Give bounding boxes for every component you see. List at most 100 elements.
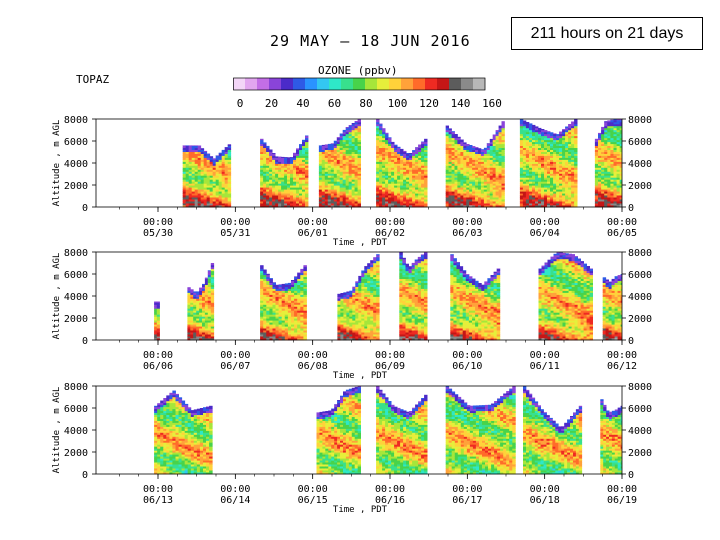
curtain-cell xyxy=(191,171,196,174)
curtain-cell xyxy=(182,175,187,178)
curtain-cell xyxy=(224,175,229,178)
curtain-cell xyxy=(391,169,395,172)
curtain-cell xyxy=(379,137,383,141)
curtain-cell xyxy=(303,265,307,268)
curtain-cell xyxy=(336,169,341,172)
curtain-cell xyxy=(321,159,326,162)
curtain-cell xyxy=(448,169,452,172)
curtain-cell xyxy=(221,189,226,192)
curtain-cell xyxy=(448,161,452,164)
curtain-cell xyxy=(224,161,229,164)
curtain-cell xyxy=(296,167,300,170)
curtain-cell xyxy=(318,147,323,150)
curtain-cell xyxy=(227,165,232,168)
curtain-cell xyxy=(293,183,297,186)
curtain-cell xyxy=(318,199,323,202)
curtain-cell xyxy=(339,171,344,174)
curtain-cell xyxy=(318,165,323,168)
curtain-cell xyxy=(302,159,306,162)
curtain-cell xyxy=(327,193,332,196)
curtain-cell xyxy=(354,127,358,131)
curtain-cell xyxy=(194,181,199,184)
curtain-cell xyxy=(342,187,347,190)
curtain-cell xyxy=(263,193,267,196)
curtain-cell xyxy=(330,151,335,154)
curtain-cell xyxy=(391,183,395,186)
curtain-cell xyxy=(321,201,326,204)
curtain-cell xyxy=(327,197,332,200)
curtain-cell xyxy=(357,191,361,194)
curtain-cell xyxy=(215,181,220,184)
curtain-cell xyxy=(466,144,470,147)
curtain-cell xyxy=(281,171,285,174)
curtain-cell xyxy=(333,203,338,206)
curtain-cell xyxy=(197,171,202,174)
curtain-cell xyxy=(272,181,276,184)
curtain-cell xyxy=(185,181,190,184)
curtain-cell xyxy=(212,181,217,184)
curtain-cell xyxy=(451,193,455,196)
curtain-cell xyxy=(397,185,401,188)
curtain-cell xyxy=(348,145,353,148)
curtain-cell xyxy=(351,129,356,133)
curtain-cell xyxy=(305,175,309,178)
curtain-cell xyxy=(302,167,306,170)
curtain-cell xyxy=(287,203,291,206)
curtain-cell xyxy=(544,130,548,133)
curtain-cell xyxy=(421,189,425,192)
curtain-cell xyxy=(333,141,338,145)
curtain-cell xyxy=(287,173,291,176)
curtain-cell xyxy=(206,165,211,168)
curtain-cell xyxy=(448,149,452,152)
curtain-cell xyxy=(266,179,270,182)
curtain-cell xyxy=(376,193,380,196)
curtain-cell xyxy=(194,153,199,156)
curtain-cell xyxy=(336,137,341,139)
curtain-cell xyxy=(215,171,220,174)
curtain-cell xyxy=(287,181,291,184)
curtain-cell xyxy=(385,165,389,168)
curtain-cell xyxy=(194,187,199,190)
curtain-cell xyxy=(278,163,282,166)
curtain-cell xyxy=(321,195,326,198)
curtain-cell xyxy=(278,284,283,287)
curtain-cell xyxy=(227,171,232,174)
curtain-cell xyxy=(200,153,205,156)
curtain-cell xyxy=(212,205,217,208)
curtain-cell xyxy=(345,203,350,206)
curtain-cell xyxy=(339,165,344,168)
curtain-cell xyxy=(445,205,449,208)
curtain-cell xyxy=(188,167,193,170)
curtain-cell xyxy=(351,163,356,166)
curtain-cell xyxy=(339,191,344,194)
curtain-cell xyxy=(385,201,389,204)
curtain-cell xyxy=(415,161,419,164)
curtain-cell xyxy=(275,284,279,287)
curtain-cell xyxy=(424,197,428,200)
curtain-cell xyxy=(185,165,190,168)
curtain-cell xyxy=(194,199,199,202)
curtain-cell xyxy=(342,181,347,184)
curtain-cell xyxy=(385,171,389,174)
curtain-cell xyxy=(333,205,338,208)
curtain-cell xyxy=(451,201,455,204)
curtain-cell xyxy=(227,203,232,206)
colorbar-tick-label: 140 xyxy=(450,97,471,110)
curtain-cell xyxy=(330,193,335,196)
curtain-cell xyxy=(206,157,211,160)
curtain-cell xyxy=(221,193,226,196)
curtain-cell xyxy=(352,286,356,289)
curtain-cell xyxy=(278,195,282,198)
curtain-cell xyxy=(391,199,395,202)
curtain-cell xyxy=(382,128,386,131)
curtain-cell xyxy=(394,145,398,148)
curtain-cell xyxy=(388,149,392,152)
curtain-cell xyxy=(305,189,309,192)
curtain-cell xyxy=(357,201,361,204)
curtain-cell xyxy=(221,205,226,208)
curtain-cell xyxy=(382,173,386,176)
curtain-cell xyxy=(321,171,326,174)
curtain-cell xyxy=(421,177,425,180)
curtain-cell xyxy=(391,187,395,190)
curtain-cell xyxy=(275,189,279,192)
